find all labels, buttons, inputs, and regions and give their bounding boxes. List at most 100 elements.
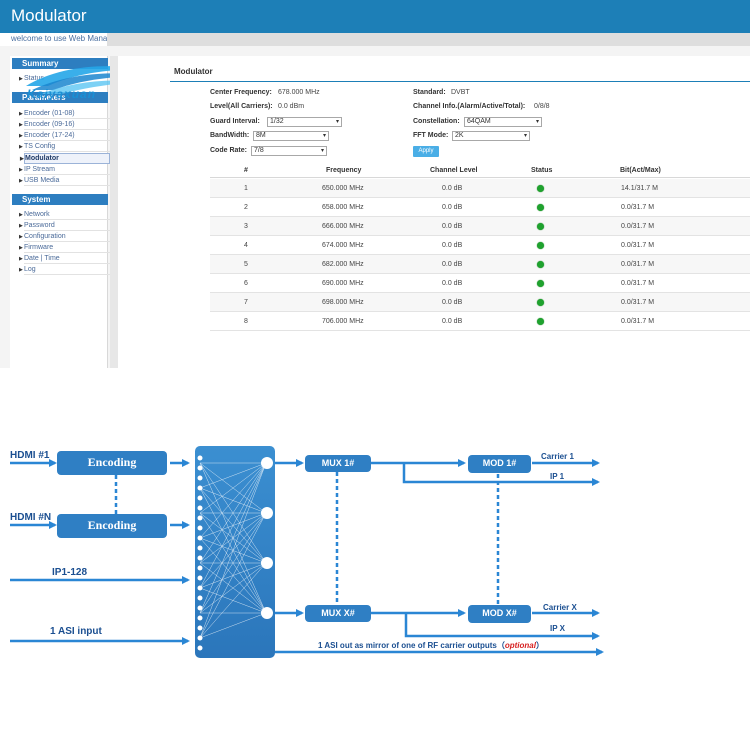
arrow-right-icon: ▶ <box>20 156 24 162</box>
fft-mode-select[interactable]: 2K ▾ <box>452 131 530 141</box>
status-ok-icon <box>537 185 544 192</box>
cell-freq: 650.000 MHz <box>322 185 364 192</box>
guard-interval-select[interactable]: 1/32 ▾ <box>267 117 342 127</box>
status-ok-icon <box>537 299 544 306</box>
sidebar-item-label: Encoder (01-08) <box>24 110 75 117</box>
sidebar-item-date-time[interactable]: ▶ Date | Time <box>19 254 110 264</box>
mux-output-lines <box>371 459 600 640</box>
sidebar-item-encoder-01-08[interactable]: ▶ Encoder (01-08) <box>19 109 110 119</box>
status-ok-icon <box>537 242 544 249</box>
cell-level: 0.0 dB <box>442 299 463 306</box>
sidebar-item-label: Password <box>24 222 55 229</box>
bandwidth-select[interactable]: 8M ▾ <box>253 131 329 141</box>
fft-mode-value: 2K <box>455 132 464 139</box>
column-header-channel-level: Channel Level <box>430 167 478 174</box>
cell-freq: 706.000 MHz <box>322 318 364 325</box>
cell-bit: 0.0/31.7 M <box>621 204 655 211</box>
cell-num: 6 <box>244 280 248 287</box>
chevron-down-icon: ▾ <box>335 119 339 125</box>
hdmi-n-label: HDMI #N <box>10 512 52 523</box>
sidebar-item-label: Configuration <box>24 233 66 240</box>
hdmi-1-label: HDMI #1 <box>10 450 50 461</box>
cell-num: 7 <box>244 299 248 306</box>
cell-bit: 0.0/31.7 M <box>621 299 655 306</box>
cell-level: 0.0 dB <box>442 318 463 325</box>
cell-num: 4 <box>244 242 248 249</box>
sidebar-item-ip-stream[interactable]: ▶ IP Stream <box>19 165 110 175</box>
mux-x-box: MUX X# <box>305 605 371 622</box>
arrow-right-icon: ▶ <box>19 144 23 150</box>
constellation-label: Constellation: <box>413 118 460 125</box>
sidebar-gutter <box>110 56 118 368</box>
arrow-right-icon: ▶ <box>19 256 23 262</box>
constellation-select[interactable]: 64QAM ▾ <box>464 117 542 127</box>
sidebar-item-ts-config[interactable]: ▶ TS Config <box>19 142 110 152</box>
sidebar-item-usb-media[interactable]: ▶ USB Media <box>19 176 110 186</box>
cell-level: 0.0 dB <box>442 242 463 249</box>
code-rate-label: Code Rate: <box>210 147 247 154</box>
sidebar-group-parameters[interactable]: Parameters <box>12 92 108 103</box>
sidebar-item-label: Status <box>24 75 44 82</box>
sidebar-item-label: Date | Time <box>24 255 60 262</box>
cell-bit: 0.0/31.7 M <box>621 318 655 325</box>
optional-tag: optional <box>504 641 536 650</box>
cell-level: 0.0 dB <box>442 223 463 230</box>
encoding-box-1: Encoding <box>57 451 167 475</box>
cell-num: 3 <box>244 223 248 230</box>
cell-bit: 0.0/31.7 M <box>621 242 655 249</box>
arrow-right-icon: ▶ <box>19 133 23 139</box>
cell-num: 1 <box>244 185 248 192</box>
cell-level: 0.0 dB <box>442 204 463 211</box>
sidebar-item-encoder-17-24[interactable]: ▶ Encoder (17-24) <box>19 131 110 141</box>
status-ok-icon <box>537 204 544 211</box>
ip-input-label: IP1-128 <box>52 567 88 578</box>
sidebar-group-summary[interactable]: Summary <box>12 58 108 69</box>
sidebar-item-encoder-09-16[interactable]: ▶ Encoder (09-16) <box>19 120 110 130</box>
ip-1-label: IP 1 <box>550 472 565 481</box>
mux-input-lines <box>275 459 304 617</box>
welcome-bar-filler <box>107 33 750 46</box>
arrow-right-icon: ▶ <box>19 122 23 128</box>
sidebar-group-system[interactable]: System <box>12 194 108 205</box>
mod-output-lines <box>275 459 604 656</box>
sidebar-item-label: TS Config <box>24 143 56 150</box>
status-ok-icon <box>537 261 544 268</box>
constellation-value: 64QAM <box>467 118 491 125</box>
arrow-right-icon: ▶ <box>19 111 23 117</box>
apply-button[interactable]: Apply <box>413 146 439 157</box>
sidebar-item-label: Log <box>24 266 36 273</box>
level-value: 0.0 dBm <box>278 103 305 110</box>
sidebar-item-log[interactable]: ▶ Log <box>19 265 110 275</box>
sidebar-item-label: USB Media <box>24 177 60 184</box>
carrier-1-label: Carrier 1 <box>541 452 574 461</box>
app-header: Modulator <box>0 0 750 33</box>
sidebar-item-label: Encoder (09-16) <box>24 121 75 128</box>
cell-level: 0.0 dB <box>442 280 463 287</box>
asi-input-label: 1 ASI input <box>50 626 102 637</box>
cell-bit: 0.0/31.7 M <box>621 261 655 268</box>
arrow-right-icon: ▶ <box>19 245 23 251</box>
sidebar-item-status[interactable]: ▶ Status <box>19 74 110 84</box>
sidebar-item-password[interactable]: ▶ Password <box>19 221 110 231</box>
cell-freq: 698.000 MHz <box>322 299 364 306</box>
column-header-status: Status <box>531 167 553 174</box>
sidebar-item-network[interactable]: ▶ Network <box>19 210 110 220</box>
bandwidth-value: 8M <box>256 132 266 139</box>
cell-num: 2 <box>244 204 248 211</box>
mod-x-box: MOD X# <box>468 605 531 623</box>
arrow-right-icon: ▶ <box>19 267 23 273</box>
sidebar-item-label: Encoder (17-24) <box>24 132 75 139</box>
page-title: Modulator <box>174 67 213 76</box>
cell-bit: 0.0/31.7 M <box>621 223 655 230</box>
asi-output-close: ） <box>535 641 544 650</box>
sidebar-item-configuration[interactable]: ▶ Configuration <box>19 232 110 242</box>
sidebar-item-modulator[interactable]: ▶ Modulator <box>20 153 110 164</box>
status-ok-icon <box>537 223 544 230</box>
sidebar-item-label: Network <box>24 211 50 218</box>
cell-num: 5 <box>244 261 248 268</box>
arrow-right-icon: ▶ <box>19 234 23 240</box>
sidebar-item-firmware[interactable]: ▶ Firmware <box>19 243 110 253</box>
code-rate-select[interactable]: 7/8 ▾ <box>251 146 327 156</box>
